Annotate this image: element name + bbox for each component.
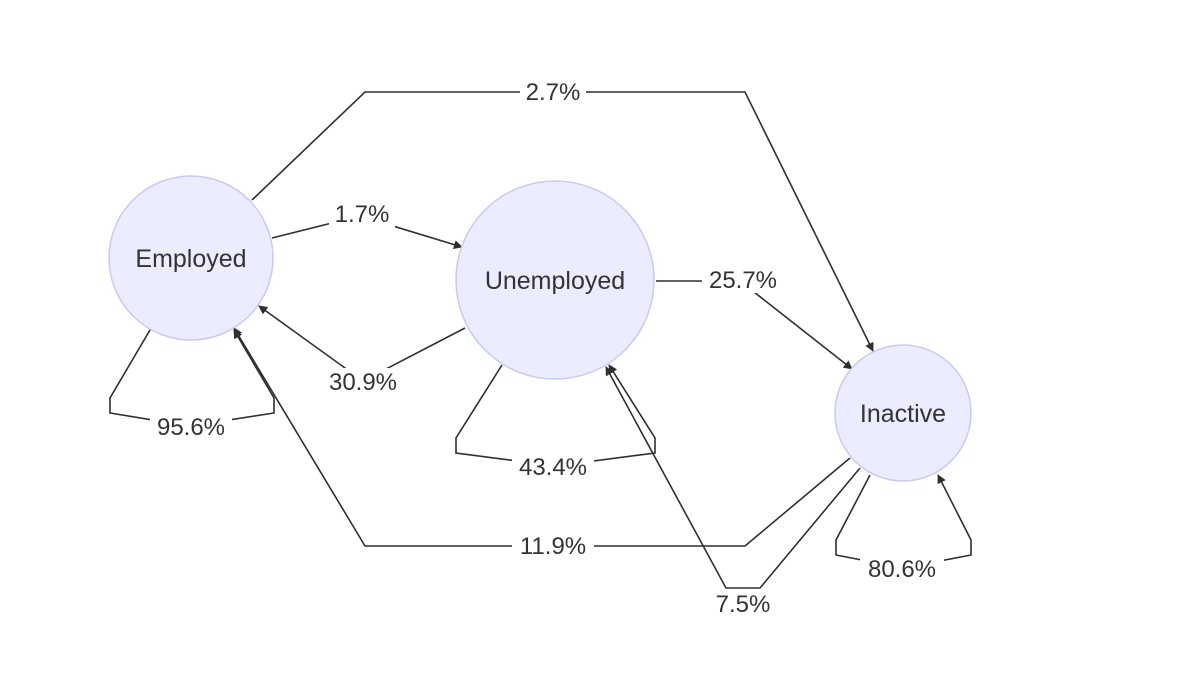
node-unemployed: Unemployed — [455, 180, 655, 380]
svg-text:30.9%: 30.9% — [329, 369, 397, 396]
edge-label-employed-to-unemployed: 1.7% — [329, 200, 395, 228]
edge-label-inactive-to-unemployed: 7.5% — [708, 589, 778, 618]
node-employed: Employed — [108, 175, 274, 341]
edge-label-inactive-to-inactive: 80.6% — [860, 554, 944, 583]
edge-unemployed-to-unemployed — [455, 364, 656, 467]
edge-label-unemployed-to-inactive: 25.7% — [702, 265, 784, 294]
edge-label-employed-to-inactive: 2.7% — [520, 78, 586, 106]
svg-text:95.6%: 95.6% — [157, 414, 225, 441]
node-inactive: Inactive — [834, 344, 972, 482]
svg-text:1.7%: 1.7% — [335, 201, 390, 228]
svg-text:43.4%: 43.4% — [519, 454, 587, 481]
edge-label-unemployed-to-employed: 30.9% — [322, 368, 404, 396]
edge-employed-to-employed — [109, 329, 275, 427]
svg-text:80.6%: 80.6% — [868, 556, 936, 583]
edge-label-inactive-to-employed: 11.9% — [512, 532, 594, 560]
svg-text:Inactive: Inactive — [860, 400, 946, 428]
svg-text:7.5%: 7.5% — [716, 591, 771, 618]
edge-label-unemployed-to-unemployed: 43.4% — [512, 452, 594, 481]
edge-inactive-to-unemployed — [605, 366, 861, 589]
svg-text:Unemployed: Unemployed — [485, 267, 625, 295]
svg-text:2.7%: 2.7% — [526, 79, 581, 106]
svg-text:11.9%: 11.9% — [520, 533, 586, 560]
edge-label-employed-to-employed: 95.6% — [150, 412, 232, 441]
edge-unemployed-to-inactive — [656, 280, 853, 370]
svg-text:Employed: Employed — [135, 245, 246, 273]
svg-text:25.7%: 25.7% — [709, 267, 777, 294]
